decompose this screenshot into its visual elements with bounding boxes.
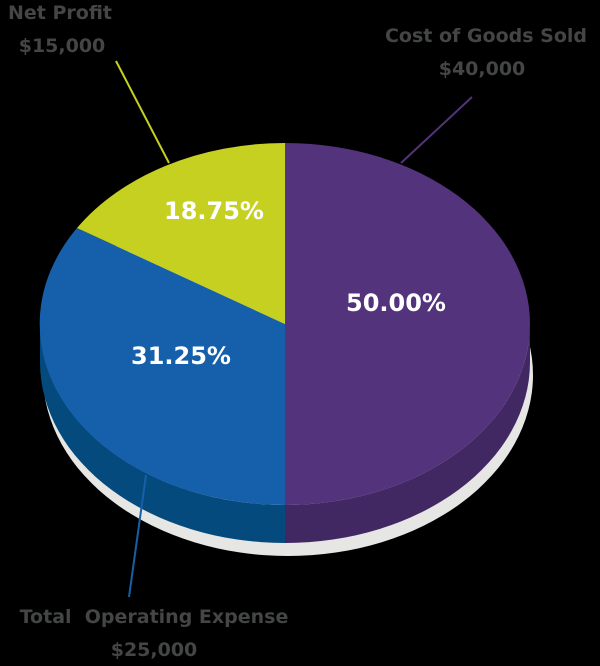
leader-line-profit	[115, 60, 170, 164]
pct-label-cogs: 50.00%	[346, 289, 446, 317]
label-cogs-name: Cost of Goods Sold	[385, 25, 587, 47]
leader-line-cogs	[400, 96, 473, 164]
pie-side-opex	[40, 324, 285, 543]
label-profit-value: $15,000	[19, 35, 106, 57]
label-profit-name: Net Profit	[8, 2, 112, 24]
pie-side-cogs	[285, 324, 530, 543]
pct-label-profit: 18.75%	[164, 197, 264, 225]
pct-label-opex: 31.25%	[131, 342, 231, 370]
label-opex-value: $25,000	[111, 639, 198, 661]
slice-opex[interactable]	[39, 228, 285, 506]
slice-cogs[interactable]	[285, 143, 530, 505]
label-opex-name: Total Operating Expense	[20, 606, 289, 628]
slice-profit[interactable]	[77, 142, 285, 324]
leader-line-opex	[128, 474, 147, 598]
label-cogs-value: $40,000	[439, 58, 526, 80]
